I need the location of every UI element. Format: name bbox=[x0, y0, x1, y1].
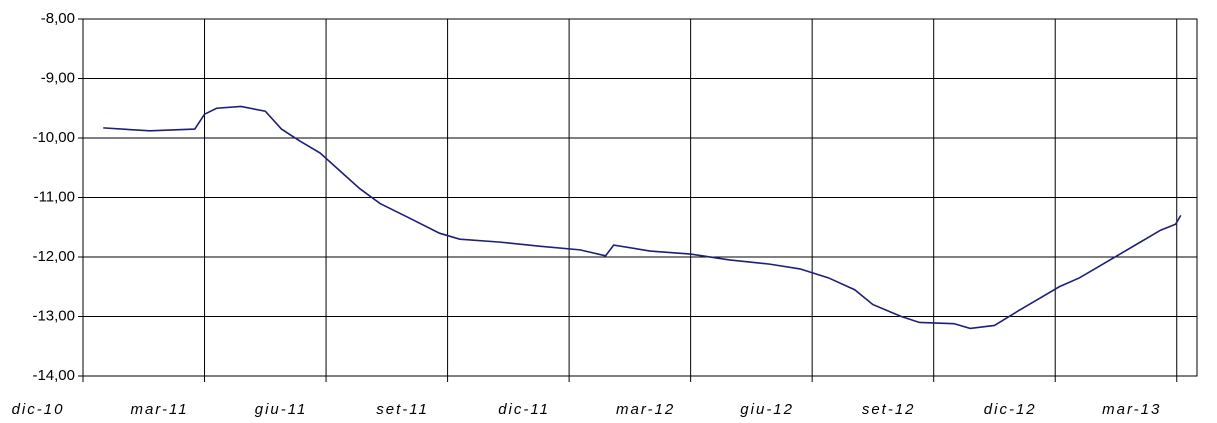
y-tick-label: -8,00 bbox=[41, 10, 75, 27]
y-tick-label: -14,00 bbox=[32, 367, 75, 384]
y-tick-label: -13,00 bbox=[32, 307, 75, 324]
series-line bbox=[103, 105, 1182, 330]
x-tick-label: dic-10 bbox=[12, 401, 65, 418]
y-tick-label: -10,00 bbox=[32, 129, 75, 146]
x-tick-label: mar-13 bbox=[1102, 401, 1161, 418]
x-tick-label: mar-12 bbox=[616, 401, 675, 418]
y-tick-label: -9,00 bbox=[41, 69, 75, 86]
x-tick-label: mar-11 bbox=[130, 401, 188, 418]
x-tick-label: giu-12 bbox=[740, 401, 794, 418]
x-tick-label: giu-11 bbox=[255, 401, 308, 418]
x-tick-label: set-12 bbox=[862, 401, 916, 418]
y-tick-label: -11,00 bbox=[34, 188, 75, 205]
x-tick-label: dic-12 bbox=[984, 401, 1037, 418]
x-tick-label: set-11 bbox=[376, 401, 429, 418]
x-tick-label: dic-11 bbox=[498, 401, 550, 418]
y-tick-label: -12,00 bbox=[32, 248, 75, 265]
